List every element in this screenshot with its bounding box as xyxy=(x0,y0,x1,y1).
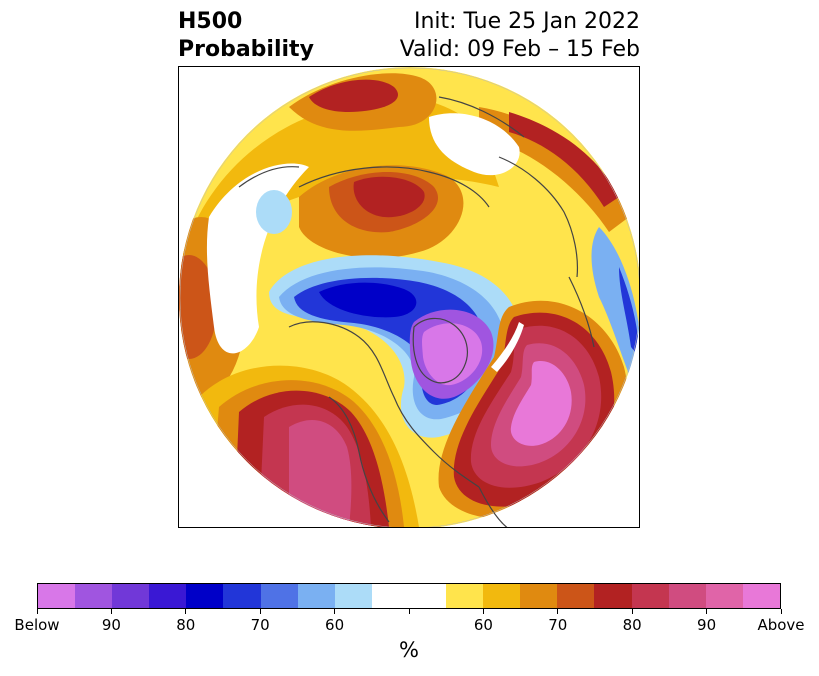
colorbar-tick-label: Below xyxy=(14,616,60,634)
colorbar-segment xyxy=(75,584,113,608)
colorbar-tick xyxy=(110,609,112,614)
colorbar-tick-label: 80 xyxy=(622,616,642,634)
colorbar-segment xyxy=(149,584,187,608)
colorbar-tick-label: 90 xyxy=(697,616,717,634)
colorbar-segment xyxy=(371,584,409,608)
colorbar-tick-label: 80 xyxy=(176,616,196,634)
colorbar-segment xyxy=(297,584,335,608)
coastlines xyxy=(238,96,595,527)
probability-map xyxy=(178,66,640,528)
colorbar-tick xyxy=(334,609,336,614)
colorbar-segment xyxy=(260,584,298,608)
colorbar-unit: % xyxy=(399,638,419,662)
colorbar-segment xyxy=(112,584,150,608)
colorbar-segment xyxy=(186,584,224,608)
colorbar-tick-label: 70 xyxy=(548,616,568,634)
colorbar-tick-label: 70 xyxy=(250,616,270,634)
colorbar-segment xyxy=(334,584,372,608)
colorbar-segment xyxy=(223,584,261,608)
colorbar-tick xyxy=(706,609,708,614)
colorbar-tick-label: 60 xyxy=(473,616,493,634)
colorbar-tick xyxy=(780,609,782,614)
colorbar-tick-label: 90 xyxy=(101,616,121,634)
colorbar-tick xyxy=(631,609,633,614)
colorbar xyxy=(37,583,781,609)
colorbar-segment xyxy=(446,584,484,608)
colorbar-tick xyxy=(259,609,261,614)
colorbar-tick xyxy=(482,609,484,614)
title-line-1: H500 xyxy=(178,9,243,34)
colorbar-segment xyxy=(483,584,521,608)
date-info: Init: Tue 25 Jan 2022 Valid: 09 Feb – 15… xyxy=(400,8,640,64)
title-line-2: Probability xyxy=(178,37,314,62)
map-canvas xyxy=(179,67,639,527)
colorbar-tick-label: Above xyxy=(757,616,805,634)
valid-date: Valid: 09 Feb – 15 Feb xyxy=(399,37,640,62)
colorbar-segment xyxy=(38,584,76,608)
colorbar-tick xyxy=(557,609,559,614)
colorbar-tick xyxy=(185,609,187,614)
colorbar-segment xyxy=(594,584,632,608)
colorbar-tick xyxy=(408,609,410,614)
colorbar-segment xyxy=(668,584,706,608)
colorbar-segment xyxy=(705,584,743,608)
colorbar-segment xyxy=(557,584,595,608)
colorbar-tick-label: 60 xyxy=(325,616,345,634)
colorbar-segment xyxy=(631,584,669,608)
colorbar-segment xyxy=(408,584,447,608)
colorbar-segment xyxy=(742,584,780,608)
chart-title: H500 Probability xyxy=(178,8,314,64)
colorbar-tick xyxy=(36,609,38,614)
init-date: Init: Tue 25 Jan 2022 xyxy=(413,9,640,34)
colorbar-segment xyxy=(520,584,558,608)
